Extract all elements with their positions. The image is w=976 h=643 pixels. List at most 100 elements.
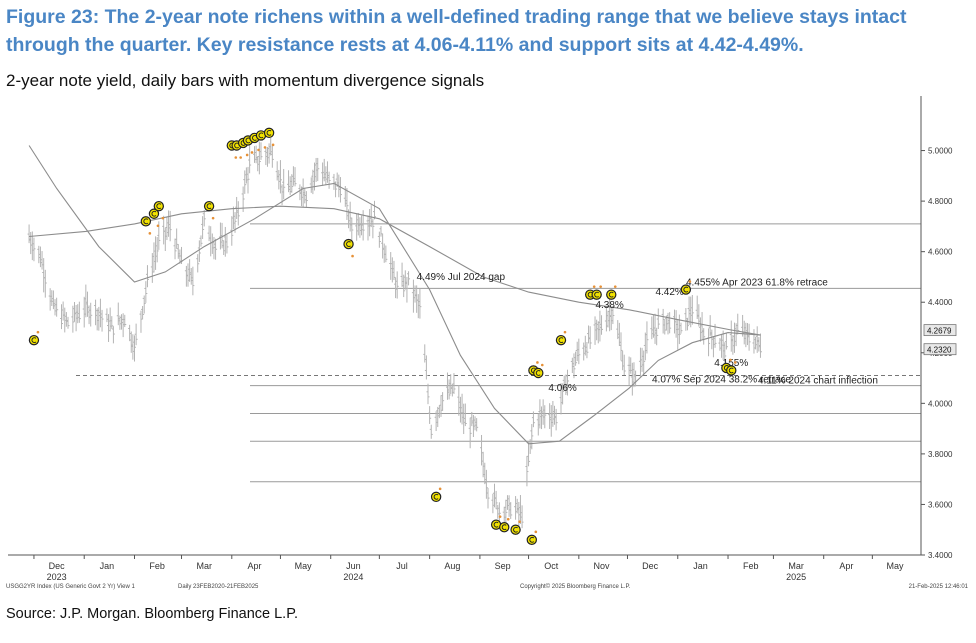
tick-marker (506, 517, 510, 521)
annotation-label: 4.06% (548, 383, 576, 394)
tick-marker (351, 254, 354, 258)
tick-marker (156, 224, 160, 228)
level-label: 4.455% Apr 2023 61.8% retrace (686, 277, 828, 288)
x-tick-label: Nov (594, 561, 611, 571)
tick-marker (211, 216, 215, 220)
y-tick-label: 4.4000 (928, 298, 953, 307)
signal-glyph (529, 536, 535, 543)
tick-marker (239, 156, 242, 159)
y-tick-label: 4.8000 (928, 197, 953, 206)
tick-marker (540, 363, 544, 367)
tick-marker (148, 232, 152, 235)
tick-marker (613, 285, 617, 288)
annotation-label: 4.155% (714, 358, 748, 369)
x-tick-label: Feb (743, 561, 759, 571)
tick-marker (729, 358, 732, 362)
last-value-label: 4.2679 (927, 327, 952, 336)
x-tick-label: Dec (642, 561, 659, 571)
tick-marker (250, 151, 254, 154)
footer-right: 21-Feb-2025 12:46:01 (909, 584, 969, 590)
level-label: 4.07% Sep 2024 38.2% retrace (652, 375, 791, 386)
signal-marker (343, 238, 354, 250)
footer-center-left: Daily 23FEB2020-21FEB2025 (178, 584, 259, 590)
signal-glyph (252, 135, 257, 141)
signal-marker (499, 521, 510, 533)
signal-marker (28, 334, 40, 346)
footer-left: USGG2YR Index (US Generic Govt 2 Yr) Vie… (6, 584, 135, 590)
tick-marker (518, 520, 521, 524)
x-tick-label: Jun (346, 561, 361, 571)
last-value-label: 4.2320 (927, 346, 952, 355)
signal-marker (203, 200, 215, 212)
tick-marker (257, 148, 260, 152)
annotations: 4.455% Apr 2023 61.8% retrace 4.11% 2024 … (417, 272, 878, 394)
signal-glyph (513, 526, 518, 533)
signal-glyph (258, 132, 264, 139)
tick-marker (438, 487, 442, 491)
annotation-label: 4.49% Jul 2024 gap (417, 272, 506, 283)
x-tick-label: Feb (149, 561, 165, 571)
last-value-box (923, 343, 957, 356)
x-tick-label: May (887, 561, 905, 571)
signal-marker (510, 524, 521, 535)
signal-glyph (501, 524, 507, 531)
signal-glyph (245, 137, 251, 144)
annotation-label: 4.42% (655, 287, 683, 298)
x-year-label: 2025 (786, 572, 806, 582)
axes: 5.00004.80004.60004.40004.20004.00003.80… (6, 96, 969, 590)
x-tick-label: Oct (544, 561, 559, 571)
figure-title: Figure 23: The 2-year note richens withi… (6, 6, 907, 56)
signal-marker (606, 289, 617, 300)
tick-marker (234, 156, 238, 159)
signal-glyph (31, 337, 37, 343)
signal-glyph (151, 210, 157, 217)
y-tick-label: 3.8000 (928, 450, 953, 459)
x-tick-label: Dec (49, 561, 66, 571)
price-bars (27, 137, 762, 532)
signal-glyph (266, 130, 272, 136)
level-label: 4.11% 2024 chart inflection (758, 376, 878, 387)
tick-marker (263, 146, 267, 149)
y-tick-label: 3.4000 (928, 551, 953, 560)
signal-glyph (587, 291, 593, 298)
x-tick-label: May (295, 561, 313, 571)
tick-marker (498, 515, 502, 518)
y-tick-label: 3.6000 (928, 500, 953, 509)
signal-marker (153, 200, 165, 212)
signal-glyph (346, 241, 351, 247)
signal-glyph (535, 370, 541, 376)
annotation-label: 4.38% (595, 300, 623, 311)
x-tick-label: Aug (444, 561, 460, 571)
signal-glyph (156, 203, 162, 210)
x-tick-label: Apr (247, 561, 261, 571)
y-tick-label: 4.6000 (928, 248, 953, 257)
signal-glyph (683, 286, 689, 293)
x-tick-label: Apr (839, 561, 853, 571)
footer-center-right: Copyright© 2025 Bloomberg Finance L.P. (520, 583, 631, 590)
x-year-label: 2023 (47, 572, 67, 582)
signal-glyph (206, 203, 212, 210)
tick-marker (271, 143, 275, 147)
y-tick-label: 5.0000 (928, 147, 953, 156)
tick-marker (733, 361, 737, 364)
tick-marker (534, 530, 538, 534)
level-lines (76, 223, 921, 483)
signal-marker (726, 365, 737, 376)
x-tick-label: Sep (495, 561, 511, 571)
moving-average-line (29, 205, 761, 336)
figure-subtitle: 2-year note yield, daily bars with momen… (6, 71, 485, 90)
x-tick-label: Mar (196, 561, 212, 571)
x-tick-label: Jan (100, 561, 115, 571)
tick-marker (688, 280, 692, 283)
source-note: Source: J.P. Morgan. Bloomberg Finance L… (6, 606, 299, 622)
tick-marker (536, 361, 539, 364)
x-year-label: 2024 (343, 572, 363, 582)
tick-marker (592, 285, 596, 288)
series-lines (28, 145, 761, 445)
signal-marker (680, 284, 692, 295)
signal-glyph (558, 337, 564, 343)
moving-average-line (28, 145, 761, 445)
signal-glyph (234, 142, 239, 149)
last-value-box (923, 324, 957, 337)
signal-glyph (143, 218, 149, 225)
